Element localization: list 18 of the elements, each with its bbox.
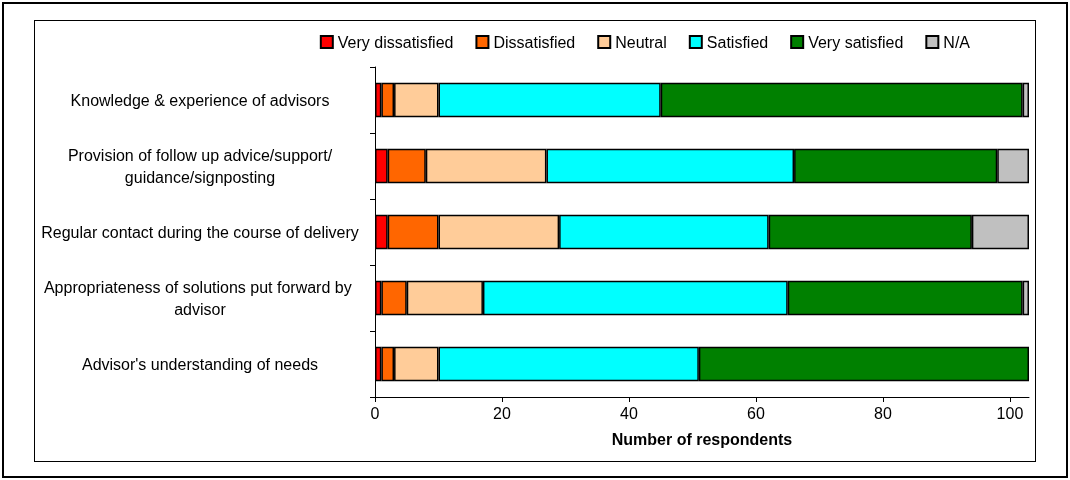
x-tick-label: 40 — [620, 404, 638, 422]
legend-label: N/A — [943, 33, 971, 51]
y-tick-label: Knowledge & experience of advisors — [70, 91, 330, 109]
y-tick-label: Regular contact during the course of delivery — [41, 223, 359, 241]
x-tick-label: 100 — [996, 404, 1024, 422]
y-tick-label: Appropriateness of solutions put forward by advisor — [43, 278, 357, 318]
legend-label: Dissatisfied — [493, 33, 576, 51]
legend-label: Satisfied — [706, 33, 769, 51]
x-axis-title: Number of respondents — [611, 430, 793, 448]
x-tick-label: 80 — [874, 404, 892, 422]
legend-label: Neutral — [615, 33, 667, 51]
x-tick-label: 60 — [747, 404, 765, 422]
legend-label: Very dissatisfied — [337, 33, 454, 51]
y-tick-label: Provision of follow up advice/support/guidance/signposting — [67, 146, 333, 186]
y-tick-label: Advisor's understanding of needs — [81, 355, 319, 373]
x-tick-label: 0 — [370, 404, 380, 422]
x-tick-label: 20 — [493, 404, 511, 422]
legend-label: Very satisfied — [808, 33, 904, 51]
